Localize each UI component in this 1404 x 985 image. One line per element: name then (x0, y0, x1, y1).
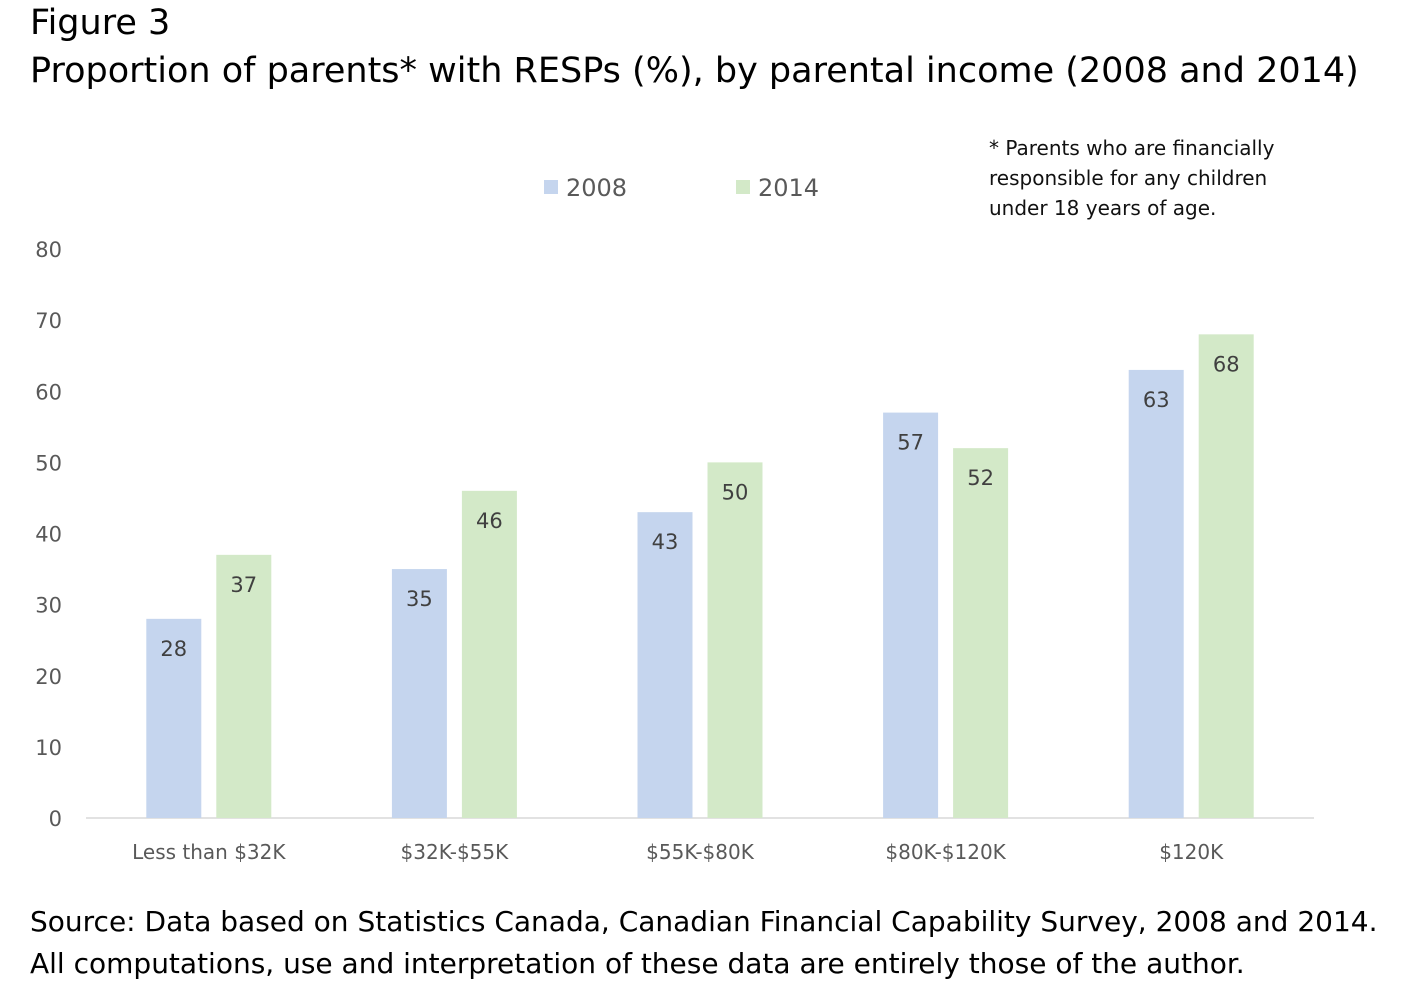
footnote: * Parents who are financially responsibl… (989, 133, 1274, 223)
bar-2008 (146, 618, 202, 818)
legend-swatch-2014 (736, 180, 750, 194)
y-tick-label: 70 (35, 309, 62, 333)
footnote-line: under 18 years of age. (989, 196, 1217, 220)
data-label: 37 (230, 573, 257, 597)
x-tick-label: Less than $32K (132, 840, 286, 864)
data-label: 52 (967, 466, 994, 490)
x-tick-label: $80K-$120K (885, 840, 1006, 864)
data-label: 50 (722, 480, 749, 504)
bar-2014 (1198, 334, 1254, 818)
data-label: 63 (1143, 388, 1170, 412)
bar-2008 (1128, 369, 1184, 818)
bar-2014 (953, 448, 1009, 818)
y-tick-label: 0 (49, 807, 62, 831)
bar-2008 (883, 412, 939, 818)
data-label: 35 (406, 587, 433, 611)
footnote-line: * Parents who are financially (989, 136, 1275, 160)
bar-2014 (707, 462, 763, 818)
footnote-line: responsible for any children (989, 166, 1268, 190)
legend-swatch-2008 (544, 180, 558, 194)
data-label: 46 (476, 509, 503, 533)
y-tick-label: 80 (35, 238, 62, 262)
figure-label: Figure 3 (30, 3, 171, 43)
y-tick-label: 50 (35, 451, 62, 475)
y-tick-label: 30 (35, 594, 62, 618)
legend-item-2014: 2014 (736, 172, 819, 204)
data-label: 28 (160, 637, 187, 661)
x-tick-label: $120K (1159, 840, 1224, 864)
data-label: 57 (897, 431, 924, 455)
legend-label-2014: 2014 (758, 174, 820, 202)
source-line: All computations, use and interpretation… (30, 947, 1245, 980)
bar-2014 (461, 490, 517, 818)
legend-label-2008: 2008 (566, 174, 628, 202)
bar-2008 (637, 512, 693, 818)
y-tick-label: 20 (35, 665, 62, 689)
x-tick-label: $32K-$55K (401, 840, 510, 864)
chart-title: Proportion of parents* with RESPs (%), b… (30, 51, 1359, 91)
source-note: Source: Data based on Statistics Canada,… (30, 901, 1377, 985)
x-tick-label: $55K-$80K (646, 840, 755, 864)
y-tick-label: 10 (35, 736, 62, 760)
legend-item-2008: 2008 (544, 172, 627, 204)
data-label: 68 (1213, 352, 1240, 376)
bar-2008 (391, 569, 447, 818)
data-label: 43 (652, 530, 679, 554)
source-line: Source: Data based on Statistics Canada,… (30, 905, 1378, 938)
y-tick-label: 40 (35, 523, 62, 547)
y-tick-label: 60 (35, 380, 62, 404)
bar-2014 (216, 554, 272, 818)
